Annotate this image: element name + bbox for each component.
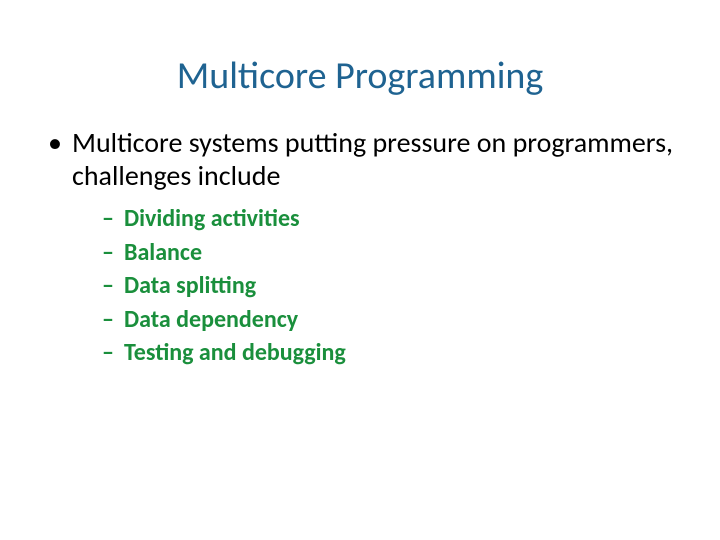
dash-icon: –	[102, 236, 114, 270]
sub-bullet-text: Testing and debugging	[124, 338, 346, 367]
dash-icon: –	[102, 269, 114, 303]
sub-bullet-text: Balance	[124, 238, 202, 267]
dash-icon: –	[102, 303, 114, 337]
bullet-text: Multicore systems putting pressure on pr…	[72, 125, 673, 193]
sub-bullet-item: –Data dependency	[102, 303, 674, 337]
bullet-list: Multicore systems putting pressure on pr…	[46, 126, 674, 370]
dash-icon: –	[102, 336, 114, 370]
sub-bullet-list: –Dividing activities –Balance –Data spli…	[72, 202, 674, 370]
sub-bullet-item: –Balance	[102, 236, 674, 270]
sub-bullet-item: –Data splitting	[102, 269, 674, 303]
sub-bullet-text: Data dependency	[124, 305, 298, 334]
sub-bullet-item: –Testing and debugging	[102, 336, 674, 370]
sub-bullet-text: Data splitting	[124, 271, 256, 300]
slide: Multicore Programming Multicore systems …	[0, 0, 720, 540]
sub-bullet-item: –Dividing activities	[102, 202, 674, 236]
sub-bullet-text: Dividing activities	[124, 204, 300, 233]
slide-body: Multicore systems putting pressure on pr…	[46, 126, 674, 382]
dash-icon: –	[102, 202, 114, 236]
slide-title: Multicore Programming	[0, 53, 720, 99]
bullet-item: Multicore systems putting pressure on pr…	[46, 126, 674, 370]
